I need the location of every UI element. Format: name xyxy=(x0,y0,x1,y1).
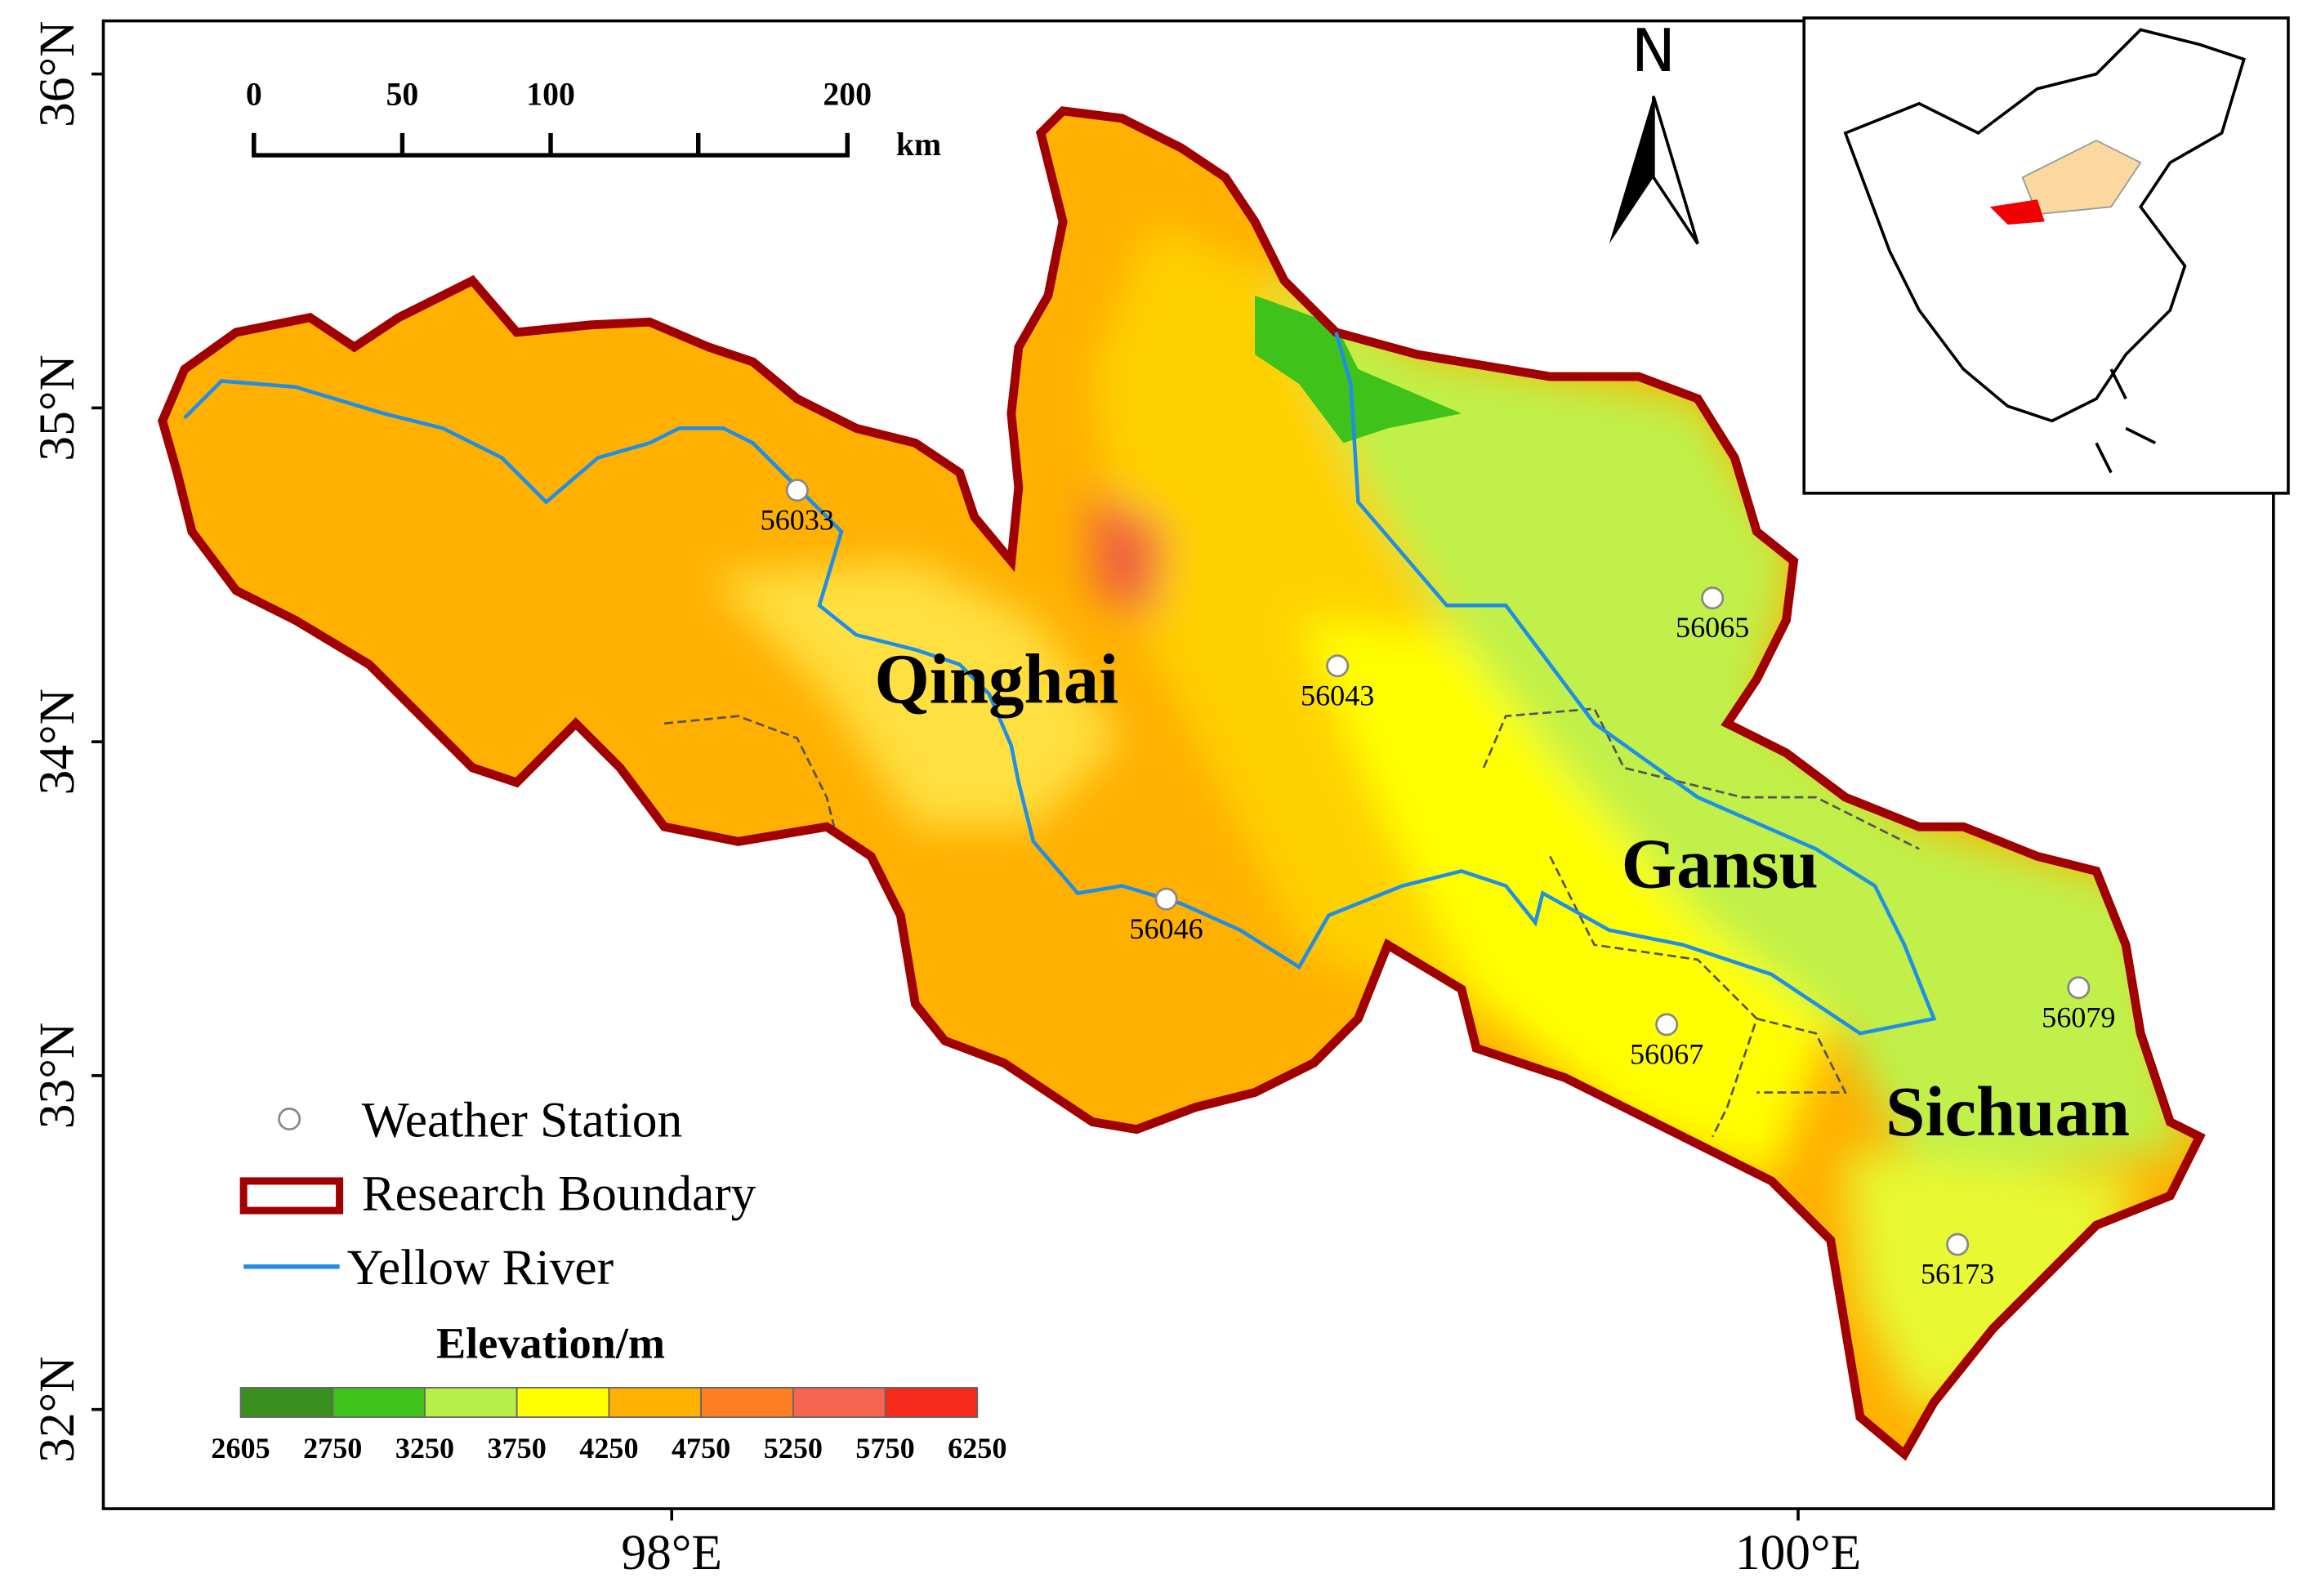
station-label: 56046 xyxy=(1129,912,1203,945)
elevation-class xyxy=(792,1387,886,1418)
north-label: N xyxy=(1631,17,1676,86)
elevation-break-label: 2750 xyxy=(303,1432,362,1464)
north-arrow xyxy=(1609,96,1699,245)
scale-label: 0 xyxy=(246,77,262,113)
lat-label: 34°N xyxy=(29,689,85,795)
station-label: 56065 xyxy=(1676,611,1749,644)
lat-label: 32°N xyxy=(29,1356,85,1462)
scale-label: 100 xyxy=(526,77,575,113)
scale-label: 50 xyxy=(386,77,419,113)
lat-label: 35°N xyxy=(29,354,85,461)
region-label: Gansu xyxy=(1622,824,1819,903)
elevation-class xyxy=(884,1387,979,1418)
legend-label: Weather Station xyxy=(362,1092,682,1148)
yellow-river xyxy=(183,332,1937,1036)
lon-label: 100°E xyxy=(1735,1525,1861,1580)
elevation-break-label: 5250 xyxy=(764,1432,823,1464)
legend-label: Yellow River xyxy=(347,1240,614,1295)
lon-label: 98°E xyxy=(621,1525,722,1580)
scale-unit: km xyxy=(896,127,941,163)
station-label: 56067 xyxy=(1630,1037,1703,1070)
region-label: Sichuan xyxy=(1886,1072,2130,1151)
elevation-class xyxy=(515,1387,610,1418)
legend-station-symbol xyxy=(278,1108,301,1131)
inset-map xyxy=(1802,16,2290,495)
elevation-class xyxy=(700,1387,794,1418)
weather-station xyxy=(1655,1013,1679,1037)
elevation-class xyxy=(332,1387,426,1418)
elevation-break-label: 4750 xyxy=(672,1432,730,1464)
lat-label: 33°N xyxy=(29,1023,85,1129)
weather-station xyxy=(1154,887,1178,911)
station-label: 56173 xyxy=(1921,1258,1994,1291)
station-label: 56033 xyxy=(761,503,834,536)
elevation-break-label: 2605 xyxy=(211,1432,270,1464)
station-label: 56043 xyxy=(1301,679,1374,711)
elevation-class xyxy=(424,1387,518,1418)
elevation-break-label: 6250 xyxy=(948,1432,1006,1464)
elevation-class xyxy=(239,1387,334,1418)
weather-station xyxy=(1701,586,1725,610)
elevation-break-label: 4250 xyxy=(579,1432,638,1464)
weather-station xyxy=(785,479,809,502)
region-label: Qinghai xyxy=(874,640,1118,718)
weather-station xyxy=(1946,1233,1970,1256)
elevation-break-label: 3750 xyxy=(488,1432,547,1464)
scale-label: 200 xyxy=(823,77,872,113)
province-border xyxy=(664,707,1920,1138)
elevation-title: Elevation/m xyxy=(436,1319,665,1368)
weather-station xyxy=(1326,654,1350,678)
elevation-class xyxy=(608,1387,703,1418)
legend-label: Research Boundary xyxy=(362,1166,757,1222)
legend-boundary-symbol xyxy=(239,1177,344,1215)
station-label: 56079 xyxy=(2042,1001,2115,1033)
elevation-break-label: 3250 xyxy=(395,1432,454,1464)
elevation-break-label: 5750 xyxy=(855,1432,914,1464)
weather-station xyxy=(2067,976,2091,1000)
map-frame xyxy=(101,19,2275,1510)
lat-label: 36°N xyxy=(29,20,85,127)
